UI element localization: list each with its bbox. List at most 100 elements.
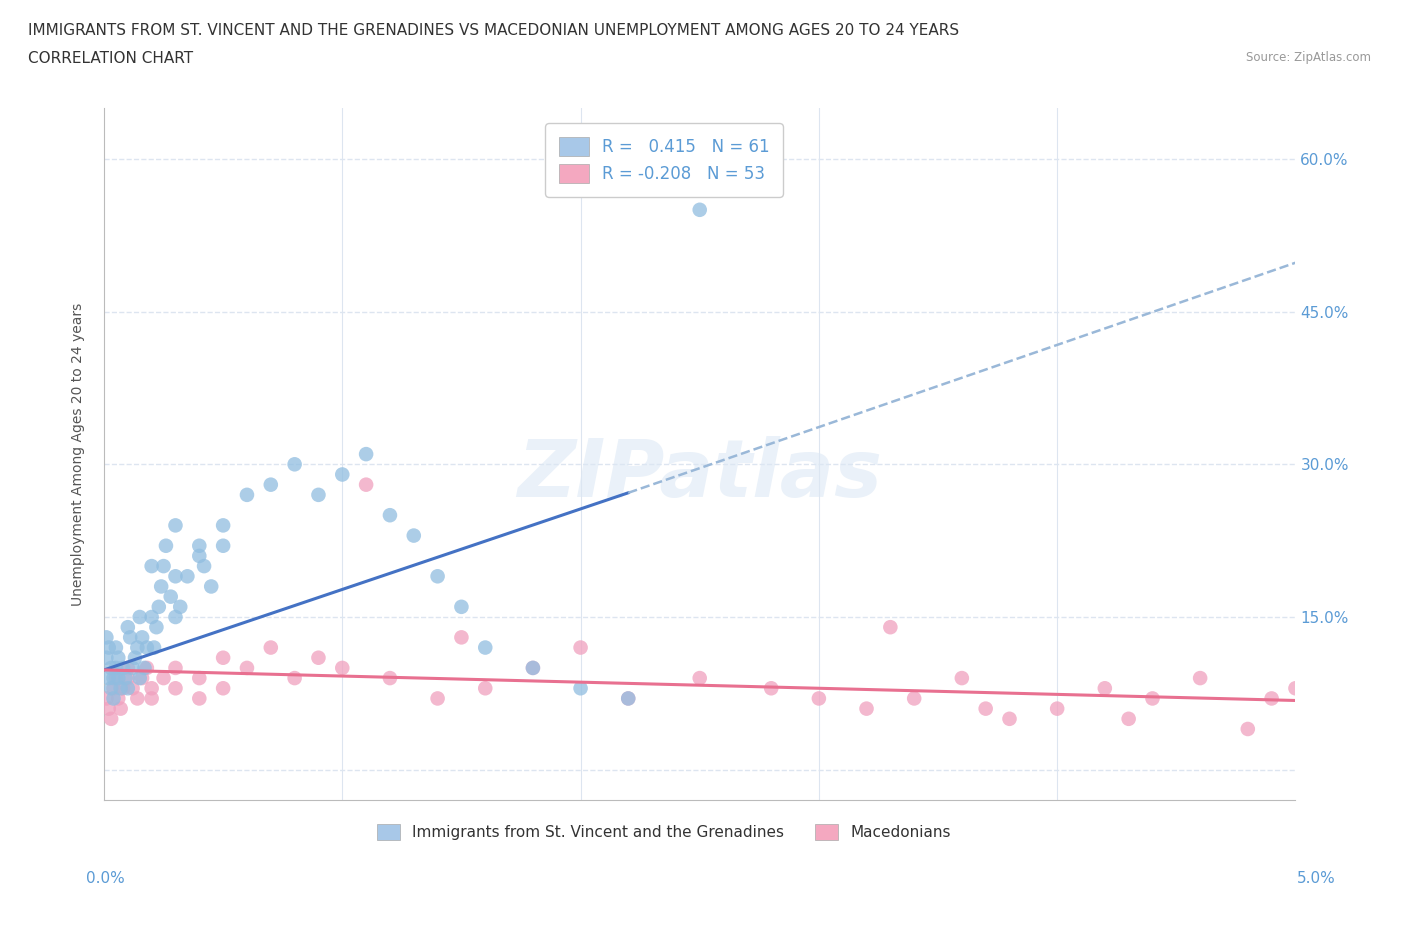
- Point: [152, 559, 174, 574]
- Point: [402, 528, 425, 543]
- Point: [1284, 681, 1306, 696]
- Point: [103, 691, 125, 706]
- Point: [112, 660, 135, 675]
- Point: [188, 549, 211, 564]
- Point: [107, 650, 129, 665]
- Point: [169, 600, 191, 615]
- Point: [127, 691, 149, 706]
- Point: [103, 671, 125, 685]
- Point: [121, 660, 143, 675]
- Point: [855, 701, 877, 716]
- Point: [974, 701, 997, 716]
- Point: [135, 660, 157, 675]
- Point: [117, 619, 139, 634]
- Point: [474, 640, 496, 655]
- Point: [522, 660, 544, 675]
- Point: [97, 671, 120, 685]
- Point: [117, 660, 139, 675]
- Point: [107, 691, 129, 706]
- Point: [103, 681, 125, 696]
- Point: [260, 477, 283, 492]
- Point: [1046, 701, 1069, 716]
- Point: [450, 600, 472, 615]
- Point: [131, 630, 153, 644]
- Point: [188, 671, 211, 685]
- Point: [284, 671, 307, 685]
- Point: [131, 671, 153, 685]
- Point: [145, 619, 167, 634]
- Point: [135, 640, 157, 655]
- Point: [522, 660, 544, 675]
- Point: [212, 518, 235, 533]
- Point: [307, 487, 329, 502]
- Point: [879, 619, 901, 634]
- Point: [1118, 711, 1140, 726]
- Point: [104, 640, 127, 655]
- Point: [110, 681, 132, 696]
- Point: [165, 518, 187, 533]
- Point: [450, 630, 472, 644]
- Point: [426, 569, 449, 584]
- Point: [1142, 691, 1164, 706]
- Point: [807, 691, 830, 706]
- Point: [134, 660, 156, 675]
- Point: [152, 671, 174, 685]
- Point: [100, 660, 122, 675]
- Point: [617, 691, 640, 706]
- Point: [141, 681, 163, 696]
- Point: [426, 691, 449, 706]
- Point: [200, 579, 222, 594]
- Point: [165, 609, 187, 624]
- Point: [569, 640, 592, 655]
- Point: [127, 640, 149, 655]
- Point: [1189, 671, 1212, 685]
- Point: [330, 467, 353, 482]
- Point: [330, 660, 353, 675]
- Point: [998, 711, 1021, 726]
- Text: CORRELATION CHART: CORRELATION CHART: [28, 51, 193, 66]
- Point: [96, 630, 118, 644]
- Point: [176, 569, 198, 584]
- Point: [354, 477, 377, 492]
- Point: [128, 609, 150, 624]
- Point: [104, 671, 127, 685]
- Point: [128, 671, 150, 685]
- Point: [1094, 681, 1116, 696]
- Text: 5.0%: 5.0%: [1296, 871, 1336, 886]
- Point: [307, 650, 329, 665]
- Point: [260, 640, 283, 655]
- Point: [236, 487, 259, 502]
- Point: [124, 650, 146, 665]
- Point: [188, 691, 211, 706]
- Point: [100, 681, 122, 696]
- Point: [117, 681, 139, 696]
- Point: [117, 671, 139, 685]
- Text: 0.0%: 0.0%: [86, 871, 125, 886]
- Point: [689, 203, 711, 218]
- Point: [96, 650, 118, 665]
- Point: [212, 650, 235, 665]
- Point: [100, 711, 122, 726]
- Point: [97, 640, 120, 655]
- Point: [212, 538, 235, 553]
- Point: [121, 681, 143, 696]
- Point: [141, 559, 163, 574]
- Point: [1236, 722, 1258, 737]
- Point: [141, 691, 163, 706]
- Point: [112, 681, 135, 696]
- Text: IMMIGRANTS FROM ST. VINCENT AND THE GRENADINES VS MACEDONIAN UNEMPLOYMENT AMONG : IMMIGRANTS FROM ST. VINCENT AND THE GREN…: [28, 23, 959, 38]
- Point: [165, 681, 187, 696]
- Point: [150, 579, 173, 594]
- Point: [903, 691, 925, 706]
- Point: [143, 640, 166, 655]
- Point: [120, 630, 142, 644]
- Point: [141, 609, 163, 624]
- Point: [193, 559, 215, 574]
- Point: [96, 691, 118, 706]
- Point: [950, 671, 973, 685]
- Y-axis label: Unemployment Among Ages 20 to 24 years: Unemployment Among Ages 20 to 24 years: [72, 302, 86, 605]
- Point: [761, 681, 783, 696]
- Point: [155, 538, 177, 553]
- Point: [236, 660, 259, 675]
- Legend: Immigrants from St. Vincent and the Grenadines, Macedonians: Immigrants from St. Vincent and the Gren…: [370, 817, 959, 848]
